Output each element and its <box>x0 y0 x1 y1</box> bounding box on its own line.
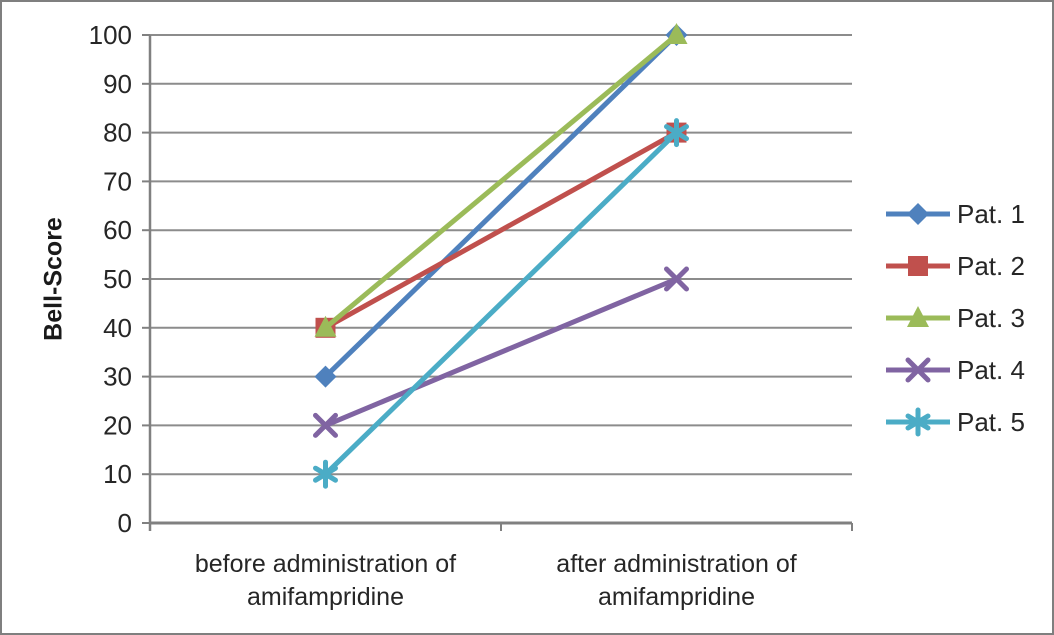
marker-x-icon <box>313 412 338 438</box>
legend-item-pat-3: Pat. 3 <box>886 292 1025 344</box>
marker-triangle-icon <box>665 23 688 44</box>
x-category-label: before administration of amifampridine <box>195 550 456 611</box>
legend-item-pat-2: Pat. 2 <box>886 240 1025 292</box>
y-tick-label: 90 <box>103 69 132 99</box>
legend: Pat. 1 Pat. 2 Pat. 3 Pat. 4 Pat. 5 <box>886 188 1025 448</box>
y-tick-label: 70 <box>103 166 132 196</box>
y-tick-label: 50 <box>103 264 132 294</box>
marker-asterisk-icon <box>664 118 689 148</box>
legend-marker-x-icon <box>886 357 950 383</box>
series-line-pat-2 <box>324 130 678 330</box>
marker-diamond-icon <box>907 203 929 225</box>
y-tick-label: 100 <box>89 20 132 50</box>
legend-item-pat-1: Pat. 1 <box>886 188 1025 240</box>
legend-label: Pat. 3 <box>957 302 1025 333</box>
legend-label: Pat. 5 <box>957 406 1025 437</box>
marker-x-icon <box>664 266 689 292</box>
y-tick-label: 60 <box>103 215 132 245</box>
marker-x-icon <box>905 357 931 383</box>
legend-marker-asterisk-icon <box>886 407 950 437</box>
y-tick-label: 10 <box>103 459 132 489</box>
y-tick-label: 0 <box>118 508 132 538</box>
legend-label: Pat. 1 <box>957 198 1025 229</box>
x-category-label: after administration of amifampridine <box>556 550 796 611</box>
y-tick-label: 20 <box>103 410 132 440</box>
marker-diamond-icon <box>314 365 337 388</box>
marker-triangle-icon <box>314 315 337 337</box>
marker-square-icon <box>908 256 928 276</box>
series-line-pat-4 <box>324 276 678 428</box>
marker-asterisk-icon <box>905 407 931 437</box>
marker-asterisk-icon <box>313 459 338 489</box>
y-tick-label: 40 <box>103 313 132 343</box>
legend-marker-square-icon <box>886 256 950 276</box>
legend-item-pat-5: Pat. 5 <box>886 396 1025 448</box>
legend-label: Pat. 4 <box>957 354 1025 385</box>
marker-triangle-icon <box>907 306 929 327</box>
legend-marker-triangle-icon <box>886 306 950 327</box>
y-tick-label: 30 <box>103 362 132 392</box>
y-axis-title: Bell-Score <box>39 217 68 341</box>
legend-label: Pat. 2 <box>957 250 1025 281</box>
legend-item-pat-4: Pat. 4 <box>886 344 1025 396</box>
series-line-pat-1 <box>323 33 679 379</box>
series-line-pat-5 <box>323 130 679 476</box>
legend-marker-diamond-icon <box>886 203 950 225</box>
series-line-pat-3 <box>323 33 679 330</box>
y-tick-label: 80 <box>103 118 132 148</box>
